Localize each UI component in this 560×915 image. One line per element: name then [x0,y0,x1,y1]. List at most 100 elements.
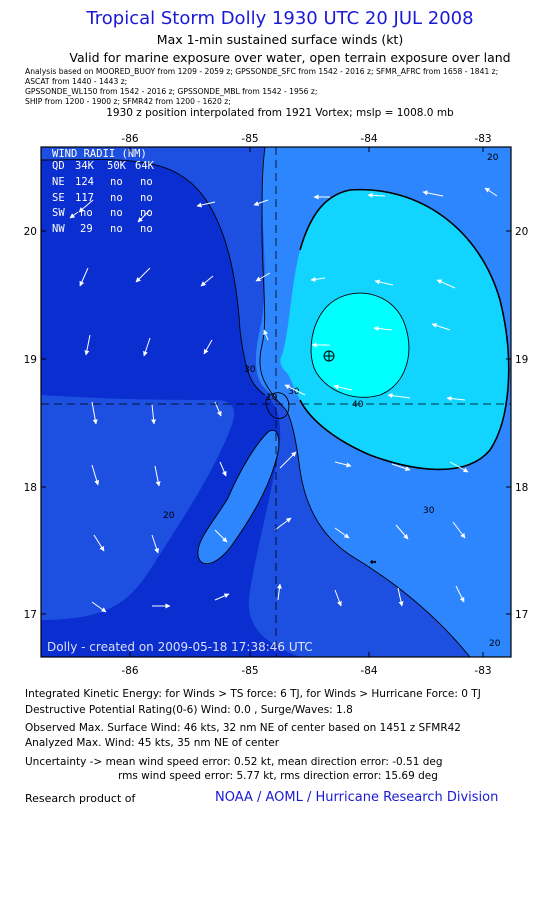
lon-labels-top: -86 -85 -84 -83 [121,133,491,145]
map-subtitle-exposure: Valid for marine exposure over water, op… [69,50,511,65]
axis-ticks [41,147,511,657]
analyzed-max-wind: Analyzed Max. Wind: 45 kts, 35 nm NE of … [25,737,280,749]
contour-line-10 [41,159,266,396]
wind-arrow [395,524,409,540]
wind-arrow [397,587,404,607]
wind-arrow [200,275,214,287]
max-wind-marker [323,350,335,362]
wind-arrow [276,583,282,601]
wind-arrow [78,199,94,213]
map-subtitle-winds: Max 1-min sustained surface winds (kt) [156,32,404,47]
lon-tick-label: -85 [241,665,258,677]
contour-label: 20 [163,511,175,521]
wind-arrow [137,209,151,223]
lon-tick-label: -85 [241,133,258,145]
wind-arrow [255,272,271,282]
island-dot [373,560,377,564]
lon-tick-label: -84 [360,665,377,677]
lat-labels-right: 20 19 18 17 [515,226,528,621]
wind-radii-title: WIND RADII (NM) [52,148,147,160]
contour-label: 10 [266,393,278,403]
wind-arrow [374,279,394,286]
wind-arrow [333,384,353,391]
wind-contour-fill [41,147,511,657]
lat-tick-label: 18 [515,482,528,494]
wind-arrow [274,517,292,531]
lat-tick-label: 17 [515,609,528,621]
wind-arrow [310,276,326,282]
wind-arrow [263,329,269,341]
lat-labels-left: 20 19 18 17 [24,226,37,621]
map-credit: Dolly - created on 2009-05-18 17:38:46 U… [47,640,313,654]
lat-tick-label: 17 [24,609,37,621]
wind-arrow [91,401,98,425]
uncertainty-line-1: Uncertainty -> mean wind speed error: 0.… [25,756,443,768]
wind-arrow [484,187,498,197]
analysis-line-1: Analysis based on MOORED_BUOY from 1209 … [25,67,499,76]
wind-arrow [196,201,216,208]
contour-line-20-sw [197,429,280,565]
wind-arrow [214,593,230,601]
lon-tick-label: -86 [121,133,138,145]
wind-arrow [455,585,465,603]
wind-arrow [214,529,228,543]
contour-line-20 [259,147,471,657]
contour-line-40 [310,292,410,398]
wind-arrow [93,534,105,552]
wind-radii-header: QD 34K 50K 64K [52,160,155,172]
wind-arrow [154,465,161,487]
wind-radii-row-ne: NE 124 no no [52,176,153,188]
lon-tick-label: -86 [121,665,138,677]
wind-arrow [334,589,342,607]
wind-arrow [91,601,107,613]
wind-arrow [253,199,269,206]
map-title: Tropical Storm Dolly 1930 UTC 20 JUL 200… [86,8,474,29]
wind-arrow [151,403,157,425]
wind-arrow [334,461,352,468]
wind-radii-row-se: SE 117 no no [52,192,153,204]
wind-arrow [446,396,466,401]
wind-arrow [69,211,79,219]
lat-tick-label: 19 [515,354,528,366]
wind-arrow [284,384,306,396]
position-line: 1930 z position interpolated from 1921 V… [106,107,454,119]
map-frame [40,146,512,658]
observed-max-wind: Observed Max. Surface Wind: 46 kts, 32 n… [25,722,461,734]
contour-label: 30 [423,506,435,516]
research-credit: Research product of [25,792,136,805]
contour-label: 40 [352,400,364,410]
zone-above-40kt [311,293,409,398]
lat-tick-label: 19 [24,354,37,366]
contour-label: 30 [288,387,300,397]
analysis-line-3: GPSSONDE_WL150 from 1542 - 2016 z; GPSSO… [25,87,318,96]
wind-arrow [79,267,89,287]
lat-tick-label: 20 [24,226,37,238]
organization-name: NOAA / AOML / Hurricane Research Divisio… [215,790,499,805]
lon-tick-label: -84 [360,133,377,145]
ike-line: Integrated Kinetic Energy: for Winds > T… [25,688,481,700]
wind-arrow [387,393,411,399]
contour-line-center [265,392,290,419]
contour-lines [41,147,510,657]
analysis-line-4: SHIP from 1200 - 1900 z; SFMR42 from 120… [25,97,231,106]
wind-arrow [422,190,444,197]
wind-arrow [449,461,469,473]
island-dot [370,560,374,564]
lon-labels-bottom: -86 -85 -84 -83 [121,665,491,677]
wind-radii-table: WIND RADII (NM) QD 34K 50K 64K NE 124 no no SE… [52,148,155,235]
wind-arrow [452,521,466,539]
wind-arrow [151,534,159,554]
wind-arrow [436,279,456,289]
dpr-line: Destructive Potential Rating(0-6) Wind: … [25,704,353,716]
wind-arrow [367,192,386,198]
lat-tick-label: 20 [515,226,528,238]
wind-arrow [431,323,451,331]
wind-arrow [84,334,91,356]
lon-tick-label: -83 [474,665,491,677]
wind-arrow [203,339,213,355]
wind-radii-row-sw: SW no no no [52,207,153,219]
contour-label: 20 [489,639,501,649]
wind-arrow [91,464,100,486]
wind-arrow [279,451,297,469]
